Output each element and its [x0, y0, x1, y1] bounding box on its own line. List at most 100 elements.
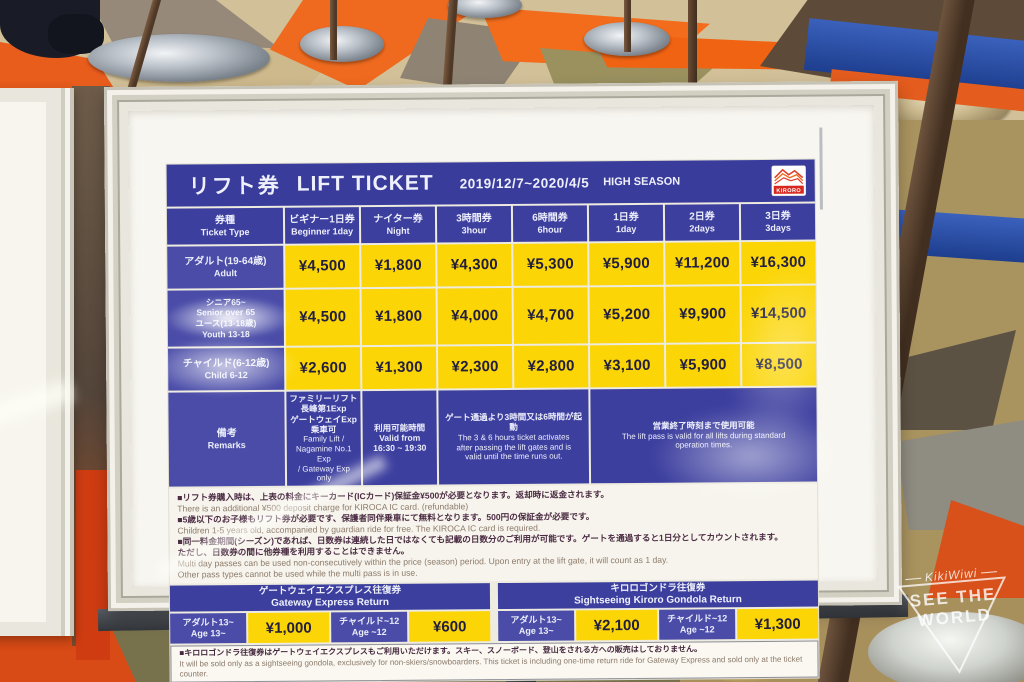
price-value: ¥5,900: [602, 255, 650, 273]
child-label: チャイルド~12 Age ~12: [659, 609, 736, 640]
remark-line: The lift pass is valid for all lifts dur…: [621, 430, 786, 441]
label-jp: ユース(13-18歳): [195, 317, 257, 329]
price-value: ¥1,000: [265, 619, 312, 637]
price-value: ¥5,300: [526, 255, 574, 274]
price-value: ¥1,800: [374, 257, 422, 275]
carpet-triangle: [76, 470, 110, 660]
remark-line: operation times.: [675, 440, 733, 450]
price-value: ¥2,300: [451, 358, 499, 376]
header-jp: 2日券: [689, 211, 715, 223]
stanchion-base: [448, 0, 522, 18]
glare: [0, 379, 74, 447]
price-row-senior-youth: シニア65~ Senior over 65 ユース(13-18歳) Youth …: [167, 285, 816, 347]
remark-line: Nagamine No.1 Exp: [295, 444, 352, 464]
column-header-2days: 2日券 2days: [664, 204, 740, 241]
price-cell: ¥1,000: [248, 612, 330, 644]
header-en: 3days: [765, 222, 791, 233]
price-cell: ¥1,800: [361, 288, 436, 346]
header-en: 1day: [615, 223, 637, 234]
label-en: Age 13~: [190, 628, 226, 639]
price-row-child: チャイルド(6-12歳) Child 6-12 ¥2,600 ¥1,300 ¥2…: [168, 343, 817, 391]
price-cell: ¥5,900: [589, 242, 664, 286]
price-cell: ¥4,700: [513, 287, 588, 344]
price-value: ¥4,000: [451, 307, 499, 325]
price-value: ¥14,500: [750, 304, 807, 323]
header-jp: ビギナー1日券: [289, 214, 355, 226]
gateway-express-header: ゲートウェイエクスプレス往復券 Gateway Express Return: [169, 583, 491, 612]
remark-line: 利用可能時間: [374, 422, 426, 433]
price-cell: ¥1,300: [362, 346, 437, 390]
label-jp: チャイルド(6-12歳): [182, 357, 270, 370]
lift-ticket-sign-frame: リフト券 LIFT TICKET 2019/12/7~2020/4/5 HIGH…: [103, 80, 903, 682]
label-jp: アダルト13~: [182, 617, 234, 628]
label-en: Age ~12: [679, 624, 715, 635]
price-cell: ¥2,600: [286, 347, 361, 390]
row-label-senior-youth: シニア65~ Senior over 65 ユース(13-18歳) Youth …: [167, 289, 284, 347]
price-value: ¥4,500: [298, 257, 346, 275]
gateway-express-prices: アダルト13~ Age 13~ ¥1,000 チャイルド~12 Age ~12 …: [170, 611, 491, 644]
gateway-express-table: ゲートウェイエクスプレス往復券 Gateway Express Return ア…: [169, 583, 491, 644]
title-japanese: リフト券: [188, 174, 281, 199]
header-jp: 券種: [214, 215, 236, 227]
price-value: ¥2,800: [527, 357, 575, 376]
price-cell: ¥2,100: [576, 609, 658, 641]
season-dates: 2019/12/7~2020/4/5: [459, 174, 590, 191]
sub-tables: ゲートウェイエクスプレス往復券 Gateway Express Return ア…: [169, 580, 819, 644]
price-cell: ¥4,500: [285, 289, 360, 346]
header-en: 6hour: [537, 224, 563, 235]
kiroro-logo: KIRORO: [771, 165, 807, 197]
remark-line: 16:30 ~ 19:30: [373, 442, 427, 454]
header-en: 2days: [689, 222, 715, 234]
price-value: ¥600: [432, 617, 467, 636]
price-value: ¥9,900: [679, 305, 727, 323]
remarks-label: 備考 Remarks: [168, 391, 286, 487]
stanchion-base: [868, 612, 1024, 682]
remark-line: Family Lift /: [303, 434, 345, 445]
sign-mat: リフト券 LIFT TICKET 2019/12/7~2020/4/5 HIGH…: [128, 105, 878, 682]
header-jp: 3時間券: [456, 213, 492, 225]
column-header-beginner: ビギナー1日券 Beginner 1day: [284, 207, 360, 244]
watermark: KikiWiwi SEE THE WORLD: [875, 554, 1024, 682]
gondola-note: ■キロロゴンドラ往復券はゲートウェイエクスプレスもご利用いただけます。スキー、ス…: [170, 640, 819, 682]
price-cell: ¥5,300: [513, 243, 588, 286]
price-value: ¥1,300: [754, 615, 801, 633]
header-en: Beginner 1day: [291, 225, 354, 237]
remark-line: ゲートウェイExp乗車可: [290, 413, 357, 435]
label-en: Age ~12: [351, 627, 387, 638]
column-header-6hour: 6時間券 6hour: [512, 205, 588, 242]
column-header-night: ナイター券 Night: [360, 206, 436, 244]
price-value: ¥4,500: [299, 308, 347, 326]
row-label-child: チャイルド(6-12歳) Child 6-12: [168, 347, 285, 391]
label-jp: 備考: [216, 428, 237, 440]
price-cell: ¥2,800: [513, 345, 589, 388]
stanchion-pole: [624, 0, 631, 52]
adult-label: アダルト13~ Age 13~: [170, 613, 247, 644]
poster-title-bar: リフト券 LIFT TICKET 2019/12/7~2020/4/5 HIGH…: [166, 159, 815, 207]
price-cell: ¥8,500: [741, 343, 817, 387]
label-jp: アダルト13~: [510, 614, 562, 626]
price-row-adult: アダルト(19-64歳) Adult ¥4,500 ¥1,800 ¥4,300 …: [167, 241, 816, 289]
svg-text:KIRORO: KIRORO: [776, 188, 801, 194]
price-value: ¥5,200: [603, 306, 651, 324]
price-cell: ¥1,300: [737, 608, 819, 640]
stanchion-pole: [688, 0, 697, 90]
header-en: Ticket Type: [200, 226, 250, 237]
row-label-adult: アダルト(19-64歳) Adult: [167, 245, 284, 289]
label-en: Remarks: [207, 439, 246, 450]
shoes: [48, 14, 104, 54]
header-en: Night: [386, 225, 410, 236]
price-cell: ¥4,500: [285, 245, 360, 288]
stanchion-base: [88, 34, 270, 82]
mountain-icon: KIRORO: [771, 165, 807, 197]
label-jp: チャイルド~12: [667, 613, 728, 625]
lift-ticket-poster: リフト券 LIFT TICKET 2019/12/7~2020/4/5 HIGH…: [166, 159, 819, 682]
label-en: Senior over 65: [196, 307, 256, 318]
header-jp: 3日券: [765, 210, 791, 223]
price-cell: ¥4,000: [437, 287, 512, 345]
column-header-3hour: 3時間券 3hour: [436, 205, 512, 243]
subtable-title-en: Gateway Express Return: [271, 596, 389, 609]
season-label: HIGH SEASON: [603, 175, 681, 189]
subtable-title-jp: キロロゴンドラ往復券: [610, 582, 706, 595]
adult-label: アダルト13~ Age 13~: [498, 610, 575, 642]
